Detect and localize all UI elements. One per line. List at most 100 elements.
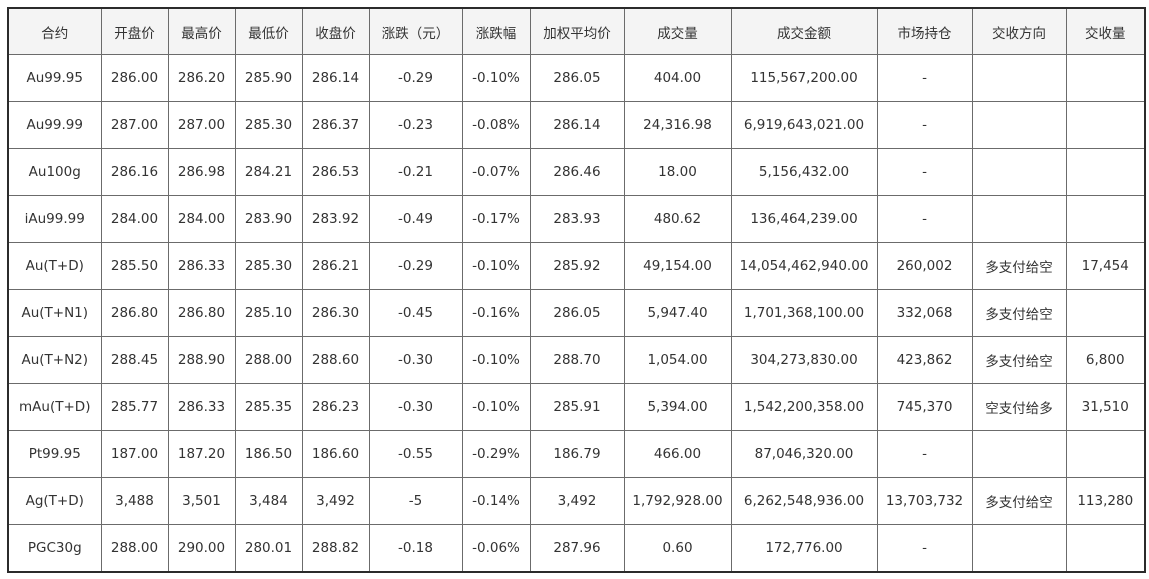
cell-open-price: 286.80: [100, 289, 169, 337]
cell-close-price: 286.37: [301, 101, 370, 149]
cell-close-price: 288.82: [301, 524, 370, 573]
cell-change-percent: -0.29%: [461, 430, 531, 478]
column-header-open-price: 开盘价: [100, 7, 169, 55]
cell-low-price: 285.30: [234, 242, 303, 290]
cell-volume: 1,792,928.00: [623, 477, 732, 525]
cell-change-percent: -0.07%: [461, 148, 531, 196]
cell-close-price: 288.60: [301, 336, 370, 384]
cell-contract: Au99.99: [7, 101, 102, 149]
cell-turnover: 304,273,830.00: [730, 336, 878, 384]
cell-weighted-avg-price: 286.05: [529, 289, 625, 337]
cell-high-price: 3,501: [167, 477, 236, 525]
cell-open-price: 187.00: [100, 430, 169, 478]
cell-change-percent: -0.17%: [461, 195, 531, 243]
column-header-contract: 合约: [7, 7, 102, 55]
table-row: mAu(T+D) 285.77 286.33 285.35 286.23 -0.30 -0.…: [7, 383, 1146, 431]
cell-delivery-direction: [971, 148, 1067, 196]
cell-high-price: 287.00: [167, 101, 236, 149]
cell-close-price: 286.23: [301, 383, 370, 431]
column-header-change: 涨跌（元）: [368, 7, 463, 55]
cell-contract: Au99.95: [7, 54, 102, 102]
cell-high-price: 284.00: [167, 195, 236, 243]
cell-change: -0.30: [368, 336, 463, 384]
cell-volume: 1,054.00: [623, 336, 732, 384]
table-row: Ag(T+D) 3,488 3,501 3,484 3,492 -5 -0.14% 3,492…: [7, 477, 1146, 525]
market-quotes-table: 合约 开盘价 最高价 最低价 收盘价 涨跌（元） 涨跌幅 加权平均价 成交量 成交金额 市场持仓 交收…: [7, 7, 1146, 573]
table-body: Au99.95 286.00 286.20 285.90 286.14 -0.29 -0.1…: [7, 54, 1146, 573]
cell-delivery-direction: 空支付给多: [971, 383, 1067, 431]
cell-low-price: 285.30: [234, 101, 303, 149]
cell-open-price: 284.00: [100, 195, 169, 243]
cell-open-price: 286.16: [100, 148, 169, 196]
cell-close-price: 283.92: [301, 195, 370, 243]
cell-delivery-volume: [1065, 524, 1146, 573]
cell-low-price: 284.21: [234, 148, 303, 196]
cell-delivery-direction: [971, 101, 1067, 149]
cell-delivery-volume: [1065, 148, 1146, 196]
cell-contract: Au(T+N2): [7, 336, 102, 384]
cell-high-price: 286.33: [167, 383, 236, 431]
cell-delivery-direction: [971, 54, 1067, 102]
column-header-weighted-avg-price: 加权平均价: [529, 7, 625, 55]
cell-change: -0.29: [368, 242, 463, 290]
cell-change: -0.29: [368, 54, 463, 102]
cell-weighted-avg-price: 285.92: [529, 242, 625, 290]
cell-turnover: 1,701,368,100.00: [730, 289, 878, 337]
cell-contract: Au100g: [7, 148, 102, 196]
cell-open-price: 3,488: [100, 477, 169, 525]
cell-open-interest: -: [876, 524, 973, 573]
table-row: iAu99.99 284.00 284.00 283.90 283.92 -0.49 -0.…: [7, 195, 1146, 243]
cell-weighted-avg-price: 186.79: [529, 430, 625, 478]
cell-delivery-volume: [1065, 430, 1146, 478]
cell-open-interest: 423,862: [876, 336, 973, 384]
column-header-volume: 成交量: [623, 7, 732, 55]
cell-change: -5: [368, 477, 463, 525]
cell-high-price: 187.20: [167, 430, 236, 478]
cell-delivery-volume: [1065, 195, 1146, 243]
cell-contract: iAu99.99: [7, 195, 102, 243]
cell-delivery-direction: 多支付给空: [971, 242, 1067, 290]
cell-low-price: 283.90: [234, 195, 303, 243]
cell-weighted-avg-price: 286.46: [529, 148, 625, 196]
cell-turnover: 6,262,548,936.00: [730, 477, 878, 525]
cell-open-interest: 260,002: [876, 242, 973, 290]
cell-close-price: 286.30: [301, 289, 370, 337]
cell-delivery-volume: [1065, 101, 1146, 149]
cell-turnover: 5,156,432.00: [730, 148, 878, 196]
cell-turnover: 115,567,200.00: [730, 54, 878, 102]
cell-low-price: 285.90: [234, 54, 303, 102]
cell-open-price: 286.00: [100, 54, 169, 102]
cell-open-interest: 745,370: [876, 383, 973, 431]
cell-delivery-direction: [971, 430, 1067, 478]
cell-delivery-volume: [1065, 54, 1146, 102]
cell-change-percent: -0.10%: [461, 242, 531, 290]
cell-close-price: 286.21: [301, 242, 370, 290]
cell-change-percent: -0.08%: [461, 101, 531, 149]
cell-change-percent: -0.10%: [461, 336, 531, 384]
cell-open-interest: -: [876, 54, 973, 102]
cell-open-interest: 332,068: [876, 289, 973, 337]
cell-low-price: 3,484: [234, 477, 303, 525]
cell-volume: 466.00: [623, 430, 732, 478]
column-header-delivery-direction: 交收方向: [971, 7, 1067, 55]
cell-high-price: 286.20: [167, 54, 236, 102]
cell-low-price: 280.01: [234, 524, 303, 573]
cell-volume: 18.00: [623, 148, 732, 196]
cell-open-interest: -: [876, 148, 973, 196]
cell-open-price: 288.00: [100, 524, 169, 573]
cell-contract: Ag(T+D): [7, 477, 102, 525]
cell-change: -0.30: [368, 383, 463, 431]
cell-delivery-volume: 6,800: [1065, 336, 1146, 384]
cell-weighted-avg-price: 286.05: [529, 54, 625, 102]
cell-delivery-direction: 多支付给空: [971, 477, 1067, 525]
cell-weighted-avg-price: 287.96: [529, 524, 625, 573]
column-header-close-price: 收盘价: [301, 7, 370, 55]
cell-open-price: 285.77: [100, 383, 169, 431]
table-row: Au99.99 287.00 287.00 285.30 286.37 -0.23 -0.0…: [7, 101, 1146, 149]
cell-weighted-avg-price: 286.14: [529, 101, 625, 149]
cell-change-percent: -0.14%: [461, 477, 531, 525]
cell-delivery-volume: 31,510: [1065, 383, 1146, 431]
table-row: Au(T+N2) 288.45 288.90 288.00 288.60 -0.30 -0.…: [7, 336, 1146, 384]
cell-delivery-volume: [1065, 289, 1146, 337]
cell-delivery-volume: 113,280: [1065, 477, 1146, 525]
